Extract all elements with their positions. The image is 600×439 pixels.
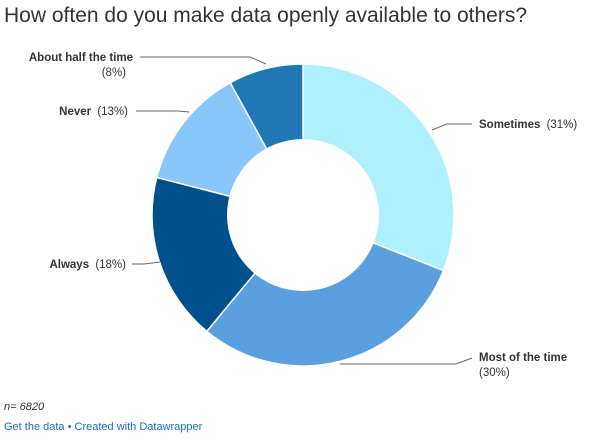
label-sometimes: Sometimes (31%) bbox=[479, 119, 577, 131]
leader-never bbox=[136, 110, 190, 113]
label-about-half-value: (8%) bbox=[102, 67, 126, 79]
slice-most-of-the-time bbox=[205, 214, 445, 367]
chart-title: How often do you make data openly availa… bbox=[4, 4, 528, 27]
label-most-of-the-time: Most of the time bbox=[479, 352, 567, 364]
sample-size-note: n= 6820 bbox=[4, 401, 45, 413]
footer: Get the data • Created with Datawrapper bbox=[4, 421, 202, 433]
datawrapper-link[interactable]: Created with Datawrapper bbox=[74, 421, 203, 433]
leader-about-half bbox=[140, 56, 267, 65]
label-sometimes-name: Sometimes bbox=[479, 119, 540, 131]
label-sometimes-value: (31%) bbox=[547, 119, 578, 131]
label-never-name: Never bbox=[59, 106, 91, 118]
leader-most-of-the-time bbox=[340, 357, 473, 365]
label-never: Never (13%) bbox=[59, 106, 128, 118]
leader-always bbox=[132, 261, 161, 265]
donut-hole bbox=[227, 139, 379, 291]
label-most-of-the-time-value: (30%) bbox=[479, 367, 510, 379]
label-always-value: (18%) bbox=[95, 259, 126, 271]
label-never-value: (13%) bbox=[97, 106, 128, 118]
label-always-name: Always bbox=[49, 259, 89, 271]
footer-separator: • bbox=[64, 421, 75, 433]
label-about-half: About half the time bbox=[29, 52, 133, 64]
label-always: Always (18%) bbox=[49, 259, 126, 271]
get-data-link[interactable]: Get the data bbox=[4, 421, 65, 433]
leader-sometimes bbox=[431, 123, 472, 131]
